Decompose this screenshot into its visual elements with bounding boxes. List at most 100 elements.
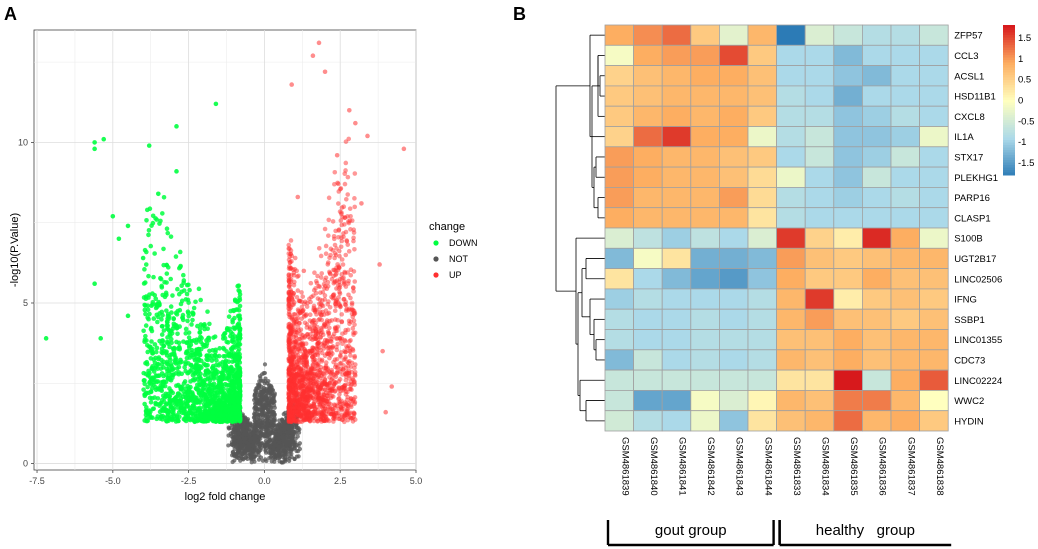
- point-down: [226, 359, 231, 364]
- point-up: [321, 417, 326, 423]
- point-up: [289, 82, 294, 87]
- point-down: [177, 384, 183, 390]
- point-up: [316, 317, 321, 323]
- point-down: [155, 314, 161, 320]
- point-down: [161, 195, 167, 200]
- heatmap-cell: [804, 65, 835, 87]
- point-down: [226, 314, 232, 319]
- point-down: [165, 326, 170, 331]
- heatmap-cell: [776, 369, 806, 391]
- legend-swatch: [433, 240, 439, 246]
- heatmap-cell: [633, 247, 663, 270]
- point-down: [190, 312, 196, 317]
- point-not: [243, 423, 248, 429]
- heatmap-cell: [661, 85, 692, 107]
- point-up: [353, 120, 358, 126]
- point-up: [331, 419, 336, 424]
- point-up: [326, 195, 332, 201]
- point-down: [198, 334, 203, 340]
- heatmap-cell: [804, 44, 835, 66]
- heatmap-cell: [604, 227, 635, 249]
- point-not: [267, 438, 272, 443]
- point-up: [314, 345, 319, 351]
- x-tick-label: -5.0: [105, 476, 121, 486]
- point-down: [160, 211, 165, 216]
- point-not: [263, 376, 268, 381]
- point-not: [253, 444, 258, 449]
- point-down: [231, 400, 237, 406]
- point-up: [291, 405, 296, 410]
- point-down: [205, 398, 211, 404]
- heatmap-cell: [719, 24, 749, 46]
- point-down: [232, 357, 238, 363]
- heatmap-cell: [747, 166, 778, 188]
- point-down: [188, 379, 193, 384]
- point-down: [149, 339, 154, 344]
- point-up: [315, 363, 321, 368]
- point-down: [234, 407, 240, 413]
- heatmap-cell: [919, 166, 949, 188]
- heatmap-cell: [719, 268, 749, 290]
- heatmap-cell: [804, 207, 835, 229]
- point-down: [183, 361, 188, 367]
- point-down: [201, 379, 206, 385]
- point-up: [310, 348, 316, 354]
- point-down: [144, 218, 149, 223]
- panel-a-label: A: [4, 4, 17, 24]
- point-not: [264, 391, 269, 396]
- point-down: [156, 362, 161, 367]
- point-up: [346, 308, 351, 313]
- point-not: [226, 443, 231, 448]
- heatmap-cell: [747, 44, 778, 66]
- point-up: [286, 356, 291, 361]
- point-not: [261, 443, 266, 448]
- heatmap-cell: [919, 288, 949, 310]
- point-up: [304, 359, 309, 364]
- point-down: [154, 401, 160, 407]
- point-up: [350, 307, 355, 312]
- point-down: [147, 395, 153, 401]
- heatmap-cell: [862, 308, 892, 330]
- point-up: [334, 403, 340, 409]
- heatmap-cell: [690, 410, 720, 432]
- point-down: [237, 314, 242, 319]
- heatmap-cell: [804, 24, 835, 46]
- point-up: [288, 328, 294, 334]
- heatmap-cell: [719, 247, 749, 270]
- point-down: [146, 372, 151, 378]
- point-down: [214, 401, 219, 407]
- heatmap-cell: [919, 389, 949, 412]
- point-down: [177, 324, 182, 329]
- point-not: [287, 427, 292, 432]
- heatmap-cell: [719, 186, 749, 209]
- point-down: [196, 416, 201, 422]
- heatmap-cell: [604, 166, 635, 188]
- point-down: [187, 287, 192, 293]
- point-down: [186, 335, 192, 340]
- point-up: [327, 304, 333, 310]
- point-down: [187, 389, 193, 395]
- point-down: [228, 364, 234, 370]
- point-up: [347, 218, 353, 223]
- heatmap-cell: [890, 410, 921, 432]
- heatmap-cell: [690, 227, 720, 249]
- point-up: [351, 289, 356, 294]
- heatmap-cell: [690, 207, 720, 229]
- point-up: [302, 411, 307, 417]
- point-not: [256, 386, 261, 391]
- heatmap-cell: [633, 268, 663, 290]
- point-down: [230, 319, 235, 325]
- heatmap-cell: [862, 24, 892, 46]
- point-down: [183, 418, 189, 424]
- point-up: [340, 406, 346, 412]
- point-down: [187, 410, 193, 415]
- point-not: [289, 424, 295, 429]
- point-up: [352, 322, 357, 327]
- heatmap-cell: [747, 329, 778, 351]
- point-up: [345, 242, 351, 247]
- heatmap-cell: [633, 329, 663, 351]
- point-down: [168, 304, 174, 309]
- point-up: [329, 318, 334, 323]
- point-down: [160, 350, 165, 356]
- point-down: [148, 356, 154, 361]
